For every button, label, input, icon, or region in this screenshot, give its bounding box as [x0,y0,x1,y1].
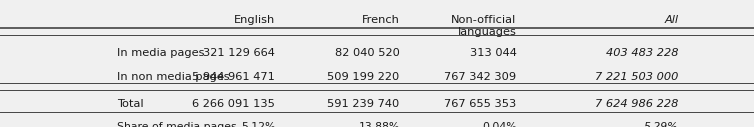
Text: In non media pages: In non media pages [117,72,229,82]
Text: 591 239 740: 591 239 740 [327,99,400,109]
Text: 82 040 520: 82 040 520 [335,48,400,58]
Text: In media pages: In media pages [117,48,204,58]
Text: 0.04%: 0.04% [482,122,516,127]
Text: 13.88%: 13.88% [358,122,400,127]
Text: 321 129 664: 321 129 664 [204,48,275,58]
Text: Total: Total [117,99,143,109]
Text: 509 199 220: 509 199 220 [327,72,400,82]
Text: English: English [234,15,275,25]
Text: 403 483 228: 403 483 228 [606,48,679,58]
Text: All: All [664,15,679,25]
Text: Share of media pages: Share of media pages [117,122,237,127]
Text: Non-official
languages: Non-official languages [451,15,516,37]
Text: 7 624 986 228: 7 624 986 228 [595,99,679,109]
Text: 767 342 309: 767 342 309 [444,72,516,82]
Text: 767 655 353: 767 655 353 [444,99,516,109]
Text: 5.29%: 5.29% [644,122,679,127]
Text: 7 221 503 000: 7 221 503 000 [595,72,679,82]
Text: 5.12%: 5.12% [241,122,275,127]
Text: 6 266 091 135: 6 266 091 135 [192,99,275,109]
Text: 313 044: 313 044 [470,48,516,58]
Text: 5 944 961 471: 5 944 961 471 [192,72,275,82]
Text: French: French [362,15,400,25]
